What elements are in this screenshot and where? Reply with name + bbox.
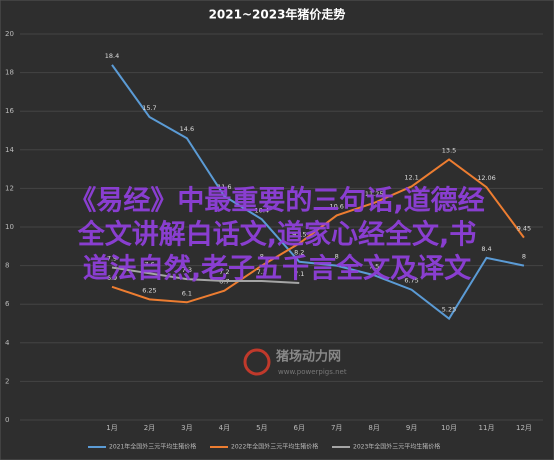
data-label: 7.2: [219, 268, 229, 276]
watermark-url: www.powerpigs.net: [278, 368, 347, 376]
y-tick-label: 12: [5, 184, 14, 192]
data-label: 6.25: [142, 286, 156, 294]
data-label: 7.1: [294, 270, 304, 278]
y-tick-label: 6: [5, 300, 10, 308]
data-label: 11.25: [365, 190, 384, 198]
data-label: 6.75: [404, 277, 418, 285]
data-label: 10.4: [255, 206, 269, 214]
y-tick-label: 4: [5, 339, 10, 347]
data-label: 8: [260, 253, 264, 261]
data-label: 8: [522, 253, 526, 261]
data-label: 18.4: [105, 52, 119, 60]
series-line: [111, 158, 525, 304]
legend-label: 2021年全国外三元平均生猪价格: [109, 443, 196, 451]
data-label: 8.2: [294, 249, 304, 257]
series-line: [111, 64, 525, 321]
overlay-text: 道法自然,老子五千言全文及译文: [83, 253, 472, 285]
y-tick-label: 18: [5, 69, 14, 77]
legend-label: 2023年全国外三元平均生猪价格: [353, 443, 440, 451]
x-tick-label: 8月: [368, 424, 379, 432]
data-label: 5.25: [442, 306, 456, 314]
y-tick-label: 14: [5, 146, 14, 154]
data-label: 7.9: [107, 255, 117, 263]
data-label: 9.45: [517, 225, 531, 233]
series-line: [111, 266, 300, 284]
data-label: 12.06: [477, 174, 496, 182]
overlay-text: 全文讲解白话文,道家心经全文,书: [77, 219, 477, 251]
overlay-text: 《易经》中最重要的三句话,道德经: [69, 185, 484, 217]
x-tick-label: 3月: [181, 424, 192, 432]
x-tick-label: 7月: [331, 424, 342, 432]
y-tick-label: 2: [5, 377, 9, 385]
x-tick-label: 9月: [406, 424, 417, 432]
legend-label: 2022年全国外三元平均生猪价格: [231, 443, 318, 451]
x-tick-label: 11月: [479, 424, 495, 432]
data-label: 10.6: [329, 202, 343, 210]
y-tick-label: 20: [5, 30, 14, 38]
x-tick-label: 5月: [256, 424, 267, 432]
data-label: 8: [335, 253, 339, 261]
data-label: 13.5: [442, 146, 456, 154]
y-tick-label: 16: [5, 107, 14, 115]
x-tick-label: 1月: [106, 424, 117, 432]
x-tick-label: 10月: [441, 424, 457, 432]
data-label: 7.2: [257, 268, 267, 276]
chart-title: 2021~2023年猪价走势: [209, 7, 346, 22]
y-tick-label: 8: [5, 262, 9, 270]
data-label: 9.15: [292, 230, 306, 238]
data-label: 7.3: [182, 266, 192, 274]
y-tick-label: 0: [5, 416, 9, 424]
data-label: 15.7: [142, 104, 156, 112]
watermark-icon: [243, 348, 271, 376]
watermark-name: 猪场动力网: [275, 349, 341, 365]
data-label: 6.9: [107, 274, 117, 282]
data-label: 6.1: [182, 289, 192, 297]
x-tick-label: 12月: [516, 424, 532, 432]
x-tick-label: 2月: [144, 424, 155, 432]
data-label: 8.4: [481, 245, 491, 253]
x-tick-label: 4月: [219, 424, 230, 432]
data-label: 7.5: [369, 262, 379, 270]
data-label: 11.6: [217, 183, 231, 191]
data-label: 14.6: [180, 125, 194, 133]
data-label: 7.6: [144, 260, 154, 268]
x-tick-label: 6月: [294, 424, 305, 432]
y-tick-label: 10: [5, 223, 14, 231]
data-label: 12.1: [404, 173, 418, 181]
